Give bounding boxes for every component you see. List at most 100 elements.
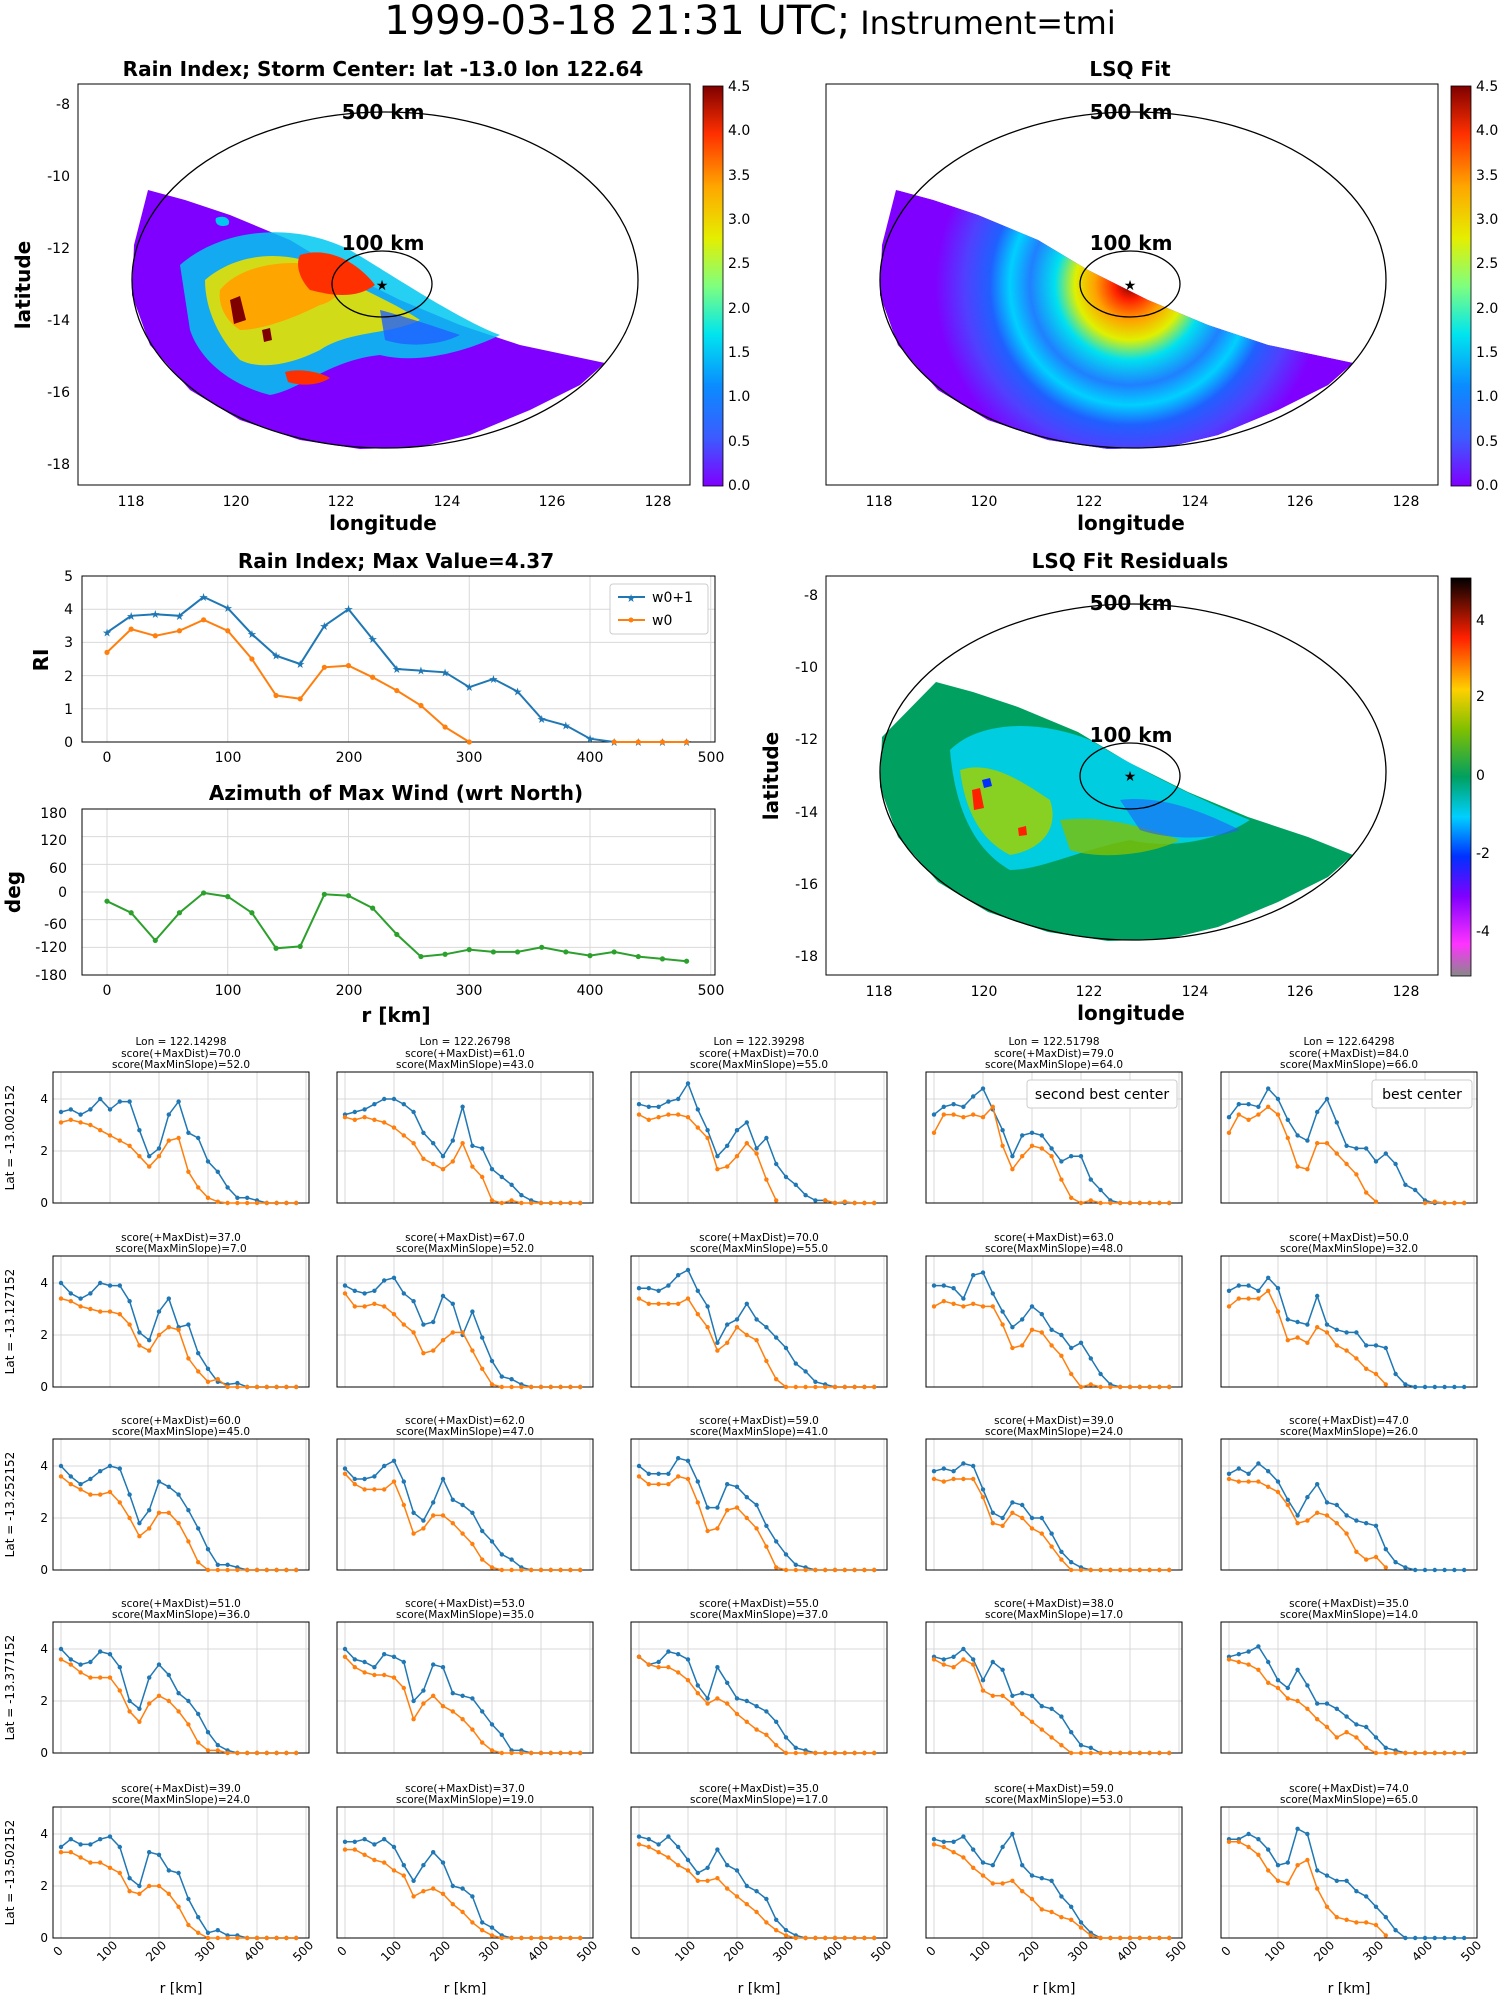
svg-text:-18: -18 <box>795 949 818 965</box>
panel-series-w0p1 <box>1226 1644 1467 1756</box>
panel-series-w0-point <box>941 1299 946 1304</box>
panel-series-w0p1-point <box>480 1335 485 1340</box>
panel-score-maxminslope: score(MaxMinSlope)=47.0 <box>396 1426 534 1438</box>
panel-series-w0-point <box>411 1717 416 1722</box>
panel-series-w0-point <box>705 1528 710 1534</box>
panel-series-w0-point <box>460 1717 465 1722</box>
panel-series-w0-point <box>352 1117 357 1123</box>
panel-series-w0-point <box>342 1291 348 1296</box>
panel-series-w0-point <box>215 1748 220 1753</box>
panel-series-w0-point <box>754 1338 759 1343</box>
panel-xlabel: r [km] <box>738 1981 781 1997</box>
panel-series-w0p1-point <box>1373 1904 1379 1910</box>
panel-series-w0-point <box>941 1844 946 1850</box>
panel-series-w0-point <box>529 1750 534 1756</box>
resid-map-ylabel: latitude <box>759 732 783 820</box>
panel-lon-label: Lon = 122.51798 <box>1009 1036 1100 1048</box>
panel-series-w0p1-point <box>127 1492 132 1497</box>
panel-series-w0p1-line <box>1228 1645 1465 1754</box>
panel-xtick: 100 <box>967 1938 993 1964</box>
panel-xtick: 300 <box>476 1938 502 1964</box>
panel-series-w0p1 <box>931 1270 1172 1390</box>
panel-series-w0p1 <box>1226 1461 1467 1573</box>
svg-text:300: 300 <box>456 750 483 766</box>
panel-series-w0-point <box>176 1521 181 1526</box>
panel-series-w0-point <box>401 1322 406 1327</box>
panel-series-w0p1-point <box>156 1662 162 1667</box>
panel-series-w0-point <box>137 1891 142 1897</box>
legend-w0p1: w0+1 <box>652 590 693 606</box>
panel-series-w0p1-point <box>1000 1515 1005 1521</box>
panel-series-w0p1-point <box>421 1130 426 1136</box>
panel-series-w0-point <box>421 1889 426 1894</box>
panel-series-w0-point <box>284 1200 289 1206</box>
panel-series-w0-point <box>68 1482 74 1487</box>
resid-colorbar-ticks: 4 2 0 -2 -4 <box>1476 613 1490 940</box>
svg-text:-16: -16 <box>795 877 818 893</box>
panel-series-w0-point <box>176 1904 181 1910</box>
panel-series-w0-point <box>137 1534 142 1539</box>
panel-series-w0-point <box>391 1312 397 1317</box>
panel-series-w0p1-point <box>127 1299 132 1304</box>
az-series-point <box>104 898 110 904</box>
svg-text:3.5: 3.5 <box>728 168 750 184</box>
panel-series-w0-point <box>499 1384 504 1390</box>
panel-series-w0-point <box>1305 1340 1310 1346</box>
panel-series-w0p1-point <box>1266 1086 1271 1091</box>
panel-frame <box>925 1071 1183 1204</box>
panel-series-w0p1-point <box>499 1174 504 1180</box>
panel-series-w0p1-point <box>186 1322 191 1327</box>
azimuth-chart: Azimuth of Max Wind (wrt North) 0 100 20… <box>1 781 724 1027</box>
panel-series-w0-point <box>931 1476 937 1482</box>
panel-r3-c5: score(+MaxDist)=47.0score(MaxMinSlope)=2… <box>1220 1415 1478 1573</box>
panel-r3-c4: score(+MaxDist)=39.0score(MaxMinSlope)=2… <box>925 1415 1183 1573</box>
panel-series-w0p1-point <box>666 1099 671 1104</box>
panel-series-w0p1-point <box>1059 1159 1064 1164</box>
svg-text:2: 2 <box>64 669 73 685</box>
panel-series-w0-point <box>1137 1567 1143 1573</box>
panel-series-w0p1-point <box>1344 1878 1349 1884</box>
panel-series-w0p1-point <box>391 1654 397 1660</box>
panel-ytick: 0 <box>40 1380 48 1394</box>
panel-series-w0-point <box>372 1672 377 1678</box>
panel-series-w0-point <box>489 1748 495 1753</box>
panel-series-w0p1-point <box>1010 1325 1015 1330</box>
panel-series-w0 <box>58 1474 299 1573</box>
panel-series-w0p1-point <box>705 1865 710 1871</box>
panel-series-w0p1-line <box>639 1268 875 1388</box>
ri-series-w0-point <box>345 663 352 669</box>
panel-score-maxdist: score(+MaxDist)=70.0 <box>699 1048 819 1060</box>
panel-series-w0p1-point <box>1373 1523 1379 1529</box>
panel-ytick: 0 <box>40 1931 48 1945</box>
second-best-center-label: second best center <box>1035 1087 1169 1103</box>
ri-series-w0-point <box>466 739 472 745</box>
ri-series-w0p1-point: ★ <box>488 673 498 686</box>
svg-text:124: 124 <box>1182 494 1209 510</box>
panel-series-w0-line <box>1228 1289 1387 1385</box>
panel-series-w0p1-point <box>1334 1502 1340 1508</box>
panel-score-maxdist: score(+MaxDist)=67.0 <box>405 1232 525 1244</box>
panel-frame <box>1220 1438 1478 1571</box>
svg-text:-12: -12 <box>47 241 70 257</box>
svg-text:120: 120 <box>971 494 998 510</box>
panel-series-w0p1-point <box>1354 1518 1359 1523</box>
panel-series-w0p1-point <box>117 1466 123 1471</box>
panel-series-w0-point <box>715 1526 720 1531</box>
panel-series-w0p1-point <box>1383 1345 1389 1351</box>
panel-ytick: 0 <box>40 1746 48 1760</box>
panel-frame <box>336 1438 594 1571</box>
panel-series-w0-point <box>1157 1567 1162 1573</box>
panel-series-w0 <box>342 1847 583 1941</box>
panel-series-w0-point <box>578 1200 583 1206</box>
row-label: Lat = -13.377152 <box>3 1635 17 1741</box>
panel-frame <box>336 1806 594 1939</box>
panel-series-w0p1-point <box>147 1675 152 1680</box>
rain-map-xlabel: longitude <box>329 511 437 535</box>
panel-series-w0-point <box>1147 1750 1152 1756</box>
panel-series-w0p1-point <box>656 1104 661 1110</box>
ri-ylabel: RI <box>29 649 53 672</box>
panel-series-w0-point <box>754 1151 759 1156</box>
panel-series-w0-point <box>1315 1510 1320 1516</box>
panel-series-w0p1-point <box>88 1107 93 1112</box>
panel-series-w0p1-point <box>489 1358 495 1364</box>
